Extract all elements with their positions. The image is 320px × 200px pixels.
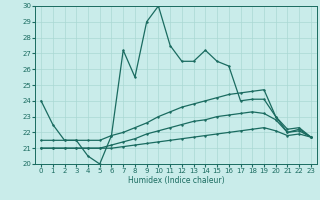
X-axis label: Humidex (Indice chaleur): Humidex (Indice chaleur) xyxy=(128,176,224,185)
